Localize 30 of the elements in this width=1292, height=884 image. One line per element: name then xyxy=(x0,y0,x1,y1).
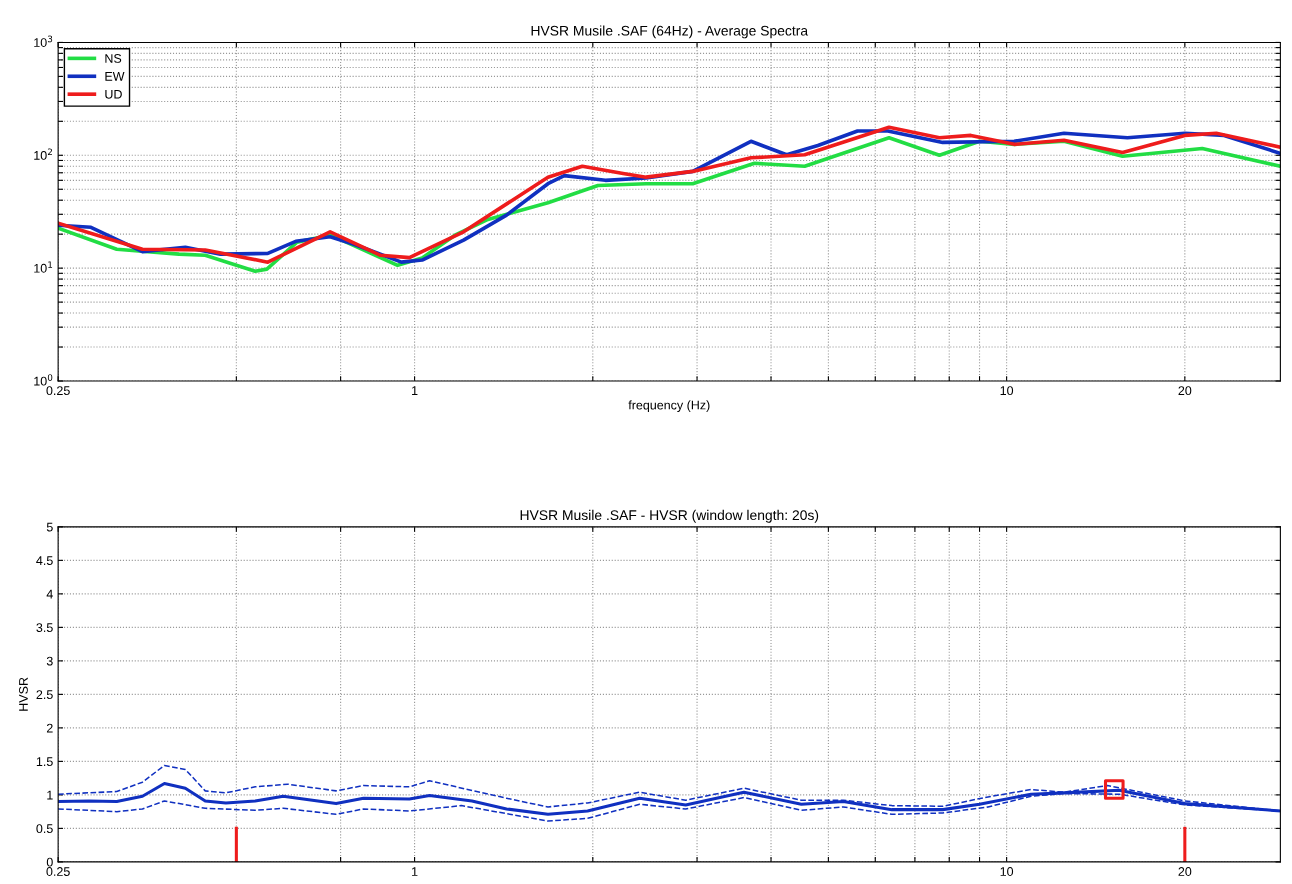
x-tick-label: 10 xyxy=(1000,386,1014,396)
y-tick-label: 1 xyxy=(47,790,53,800)
y-tick-label: 10$^{3}$ xyxy=(34,35,53,47)
legend-label: UD xyxy=(105,89,122,99)
x-tick-label: 1 xyxy=(412,867,418,876)
chart-title: HVSR Musile .SAF (64Hz) - Average Spectra xyxy=(531,25,809,39)
x-tick-label: 0.25 xyxy=(46,386,70,396)
legend-label: EW xyxy=(105,72,125,81)
x-tick-label: 20 xyxy=(1178,386,1192,396)
x-tick-label: 20 xyxy=(1178,867,1192,876)
x-tick-label: 1 xyxy=(412,386,418,395)
chart-title: HVSR Musile .SAF - HVSR (window length: 20s) xyxy=(520,509,819,523)
y-tick-label: 4 xyxy=(46,589,53,599)
legend-label: NS xyxy=(105,54,122,63)
y-tick-label: 10$^{2}$ xyxy=(34,148,52,160)
x-tick-label: 0.25 xyxy=(46,867,70,876)
y-tick-label: 3.5 xyxy=(36,623,53,633)
y-tick-label: 5 xyxy=(46,522,53,532)
y-tick-label: 2.5 xyxy=(36,690,53,700)
x-tick-label: 10 xyxy=(1000,867,1014,876)
y-tick-label: 3 xyxy=(46,656,53,666)
y-tick-label: 0.5 xyxy=(36,824,53,834)
y-tick-label: 10$^{1}$ xyxy=(34,261,53,273)
y-tick-label: 10$^{0}$ xyxy=(34,374,53,386)
y-tick-label: 2 xyxy=(46,723,53,733)
y-tick-label: 4.5 xyxy=(36,556,53,566)
y-tick-label: 0 xyxy=(46,857,53,867)
x-axis-title: frequency (Hz) xyxy=(628,400,710,412)
y-axis-title: HVSR xyxy=(19,677,28,711)
y-tick-label: 1.5 xyxy=(36,757,53,767)
